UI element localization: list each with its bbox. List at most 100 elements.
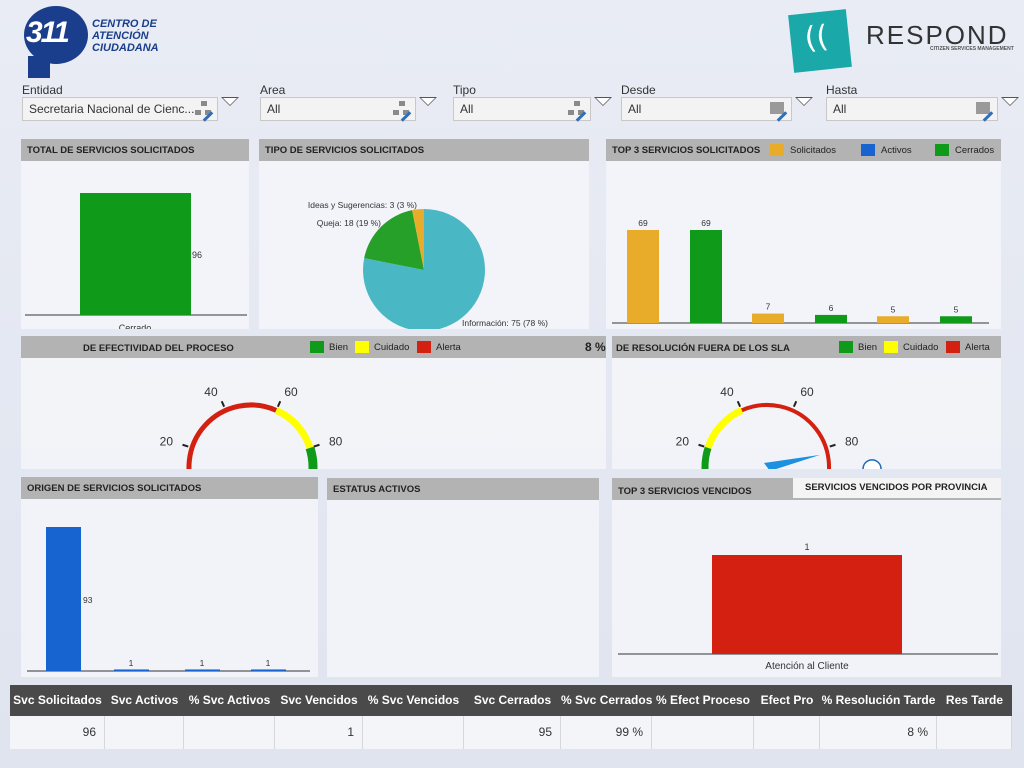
data-label: 5: [891, 304, 896, 314]
legend-cerrados: Cerrados: [955, 145, 995, 156]
data-label: 6: [829, 303, 834, 313]
gauge-tick: [182, 443, 189, 448]
legend-solicitados: Solicitados: [790, 145, 836, 156]
panel-top3-title: TOP 3 SERVICIOS SOLICITADOS: [612, 145, 761, 156]
filter-hasta-input[interactable]: All: [826, 97, 998, 121]
hierarchy-picker-icon[interactable]: [567, 100, 587, 122]
column-header[interactable]: Svc Cerrados: [473, 693, 552, 707]
gauge-band-bien: [701, 446, 717, 500]
filter-desde-input[interactable]: All: [621, 97, 792, 121]
legend-cuidado: Cuidado: [374, 342, 410, 353]
hierarchy-picker-icon[interactable]: [194, 100, 214, 122]
filter-label-3: Desde: [621, 83, 656, 97]
legend-bien: Bien: [329, 342, 349, 353]
summary-table: Svc Solicitados Svc Activos % Svc Activos S…: [10, 685, 1012, 749]
pie-slice-2: [412, 209, 424, 270]
logo-text-2: ATENCIÓN: [92, 30, 149, 42]
filter-label-2: Tipo: [453, 83, 476, 97]
brand-subtitle: CITIZEN SERVICES MANAGEMENT: [930, 46, 1014, 52]
column-header[interactable]: Svc Activos: [110, 693, 179, 707]
column-header[interactable]: Efect Pro: [760, 693, 814, 707]
gauge-tick: [698, 443, 705, 448]
table-cell: [754, 716, 820, 749]
legend-bien-2: Bien: [858, 342, 878, 353]
chevron-down-icon[interactable]: [795, 97, 813, 106]
legend-activos: Activos: [881, 145, 912, 156]
table-cell: 96: [10, 716, 105, 749]
data-label: 7: [766, 302, 771, 312]
gauge-tick-label: 80: [329, 435, 343, 449]
bar-solicitados-2: [877, 316, 909, 323]
column-header[interactable]: Res Tarde: [945, 693, 1004, 707]
column-header[interactable]: Svc Vencidos: [280, 693, 358, 707]
table-cell: [105, 716, 184, 749]
legend-swatch-alerta: [417, 341, 431, 353]
pie-label-queja: Queja: 18 (19 %): [317, 218, 381, 228]
column-header[interactable]: % Resolución Tarde: [821, 693, 936, 707]
bar-vencidos-0: [712, 555, 902, 654]
tipo-pie-chart: Información: 75 (78 %) Queja: 18 (19 %) Id…: [308, 200, 548, 331]
legend-swatch-activos: [861, 144, 875, 156]
table-cell: 95: [464, 716, 561, 749]
logo-grid-icon: [28, 56, 50, 78]
bar-solicitados-1: [752, 313, 784, 323]
gauge-needle: [764, 454, 821, 471]
chevron-down-icon[interactable]: [419, 97, 437, 106]
gauge-band-cuidado: [704, 407, 744, 450]
pie-slice-1: [364, 210, 424, 270]
data-label: 1: [804, 542, 809, 552]
legend-cuidado-2: Cuidado: [903, 342, 939, 353]
gauge-tick: [220, 400, 226, 408]
calendar-icon[interactable]: [768, 100, 788, 122]
filter-entidad-input[interactable]: Secretaria Nacional de Cienc...: [22, 97, 218, 121]
panel-estatus: ESTATUS ACTIVOS: [327, 478, 599, 677]
panel-estatus-title: ESTATUS ACTIVOS: [327, 478, 599, 500]
filter-label-0: Entidad: [22, 83, 63, 97]
column-header[interactable]: % Svc Activos: [188, 693, 271, 707]
tab-vencidos-provincia[interactable]: SERVICIOS VENCIDOS POR PROVINCIA: [793, 478, 1001, 498]
filter-area-input[interactable]: All: [260, 97, 416, 121]
filter-value: All: [267, 102, 281, 116]
legend-swatch-solicitados: [770, 144, 784, 156]
chevron-down-icon[interactable]: [1001, 97, 1019, 106]
data-label: 1: [129, 658, 134, 668]
bar-cerrados-2: [940, 316, 972, 323]
filter-tipo-input[interactable]: All: [453, 97, 591, 121]
panel-vencidos: TOP 3 SERVICIOS VENCIDOS SERVICIOS VENCI…: [612, 478, 1001, 677]
gauge-band-cuidado: [274, 407, 314, 450]
chevron-down-icon[interactable]: [221, 97, 239, 106]
gauge-tick: [276, 400, 282, 408]
legend-swatch-alerta-2: [946, 341, 960, 353]
logo-text-1: CENTRO DE: [92, 18, 157, 30]
gauge-tick-label: 60: [800, 385, 814, 399]
legend-alerta-2: Alerta: [965, 342, 990, 353]
chevron-down-icon[interactable]: [594, 97, 612, 106]
calendar-icon[interactable]: [974, 100, 994, 122]
bar-origen-2: [185, 669, 220, 671]
column-header[interactable]: Svc Solicitados: [13, 693, 102, 707]
filter-value: All: [460, 102, 474, 116]
top3-chart: 6969Información General76Atención al Cli…: [612, 218, 989, 339]
bar-solicitados-0: [627, 230, 659, 323]
table-row: 96 1 95 99 % 8 %: [10, 716, 1012, 749]
respond-logo-icon: ((: [788, 9, 852, 73]
table-cell: 8 %: [820, 716, 937, 749]
data-label: 1: [200, 658, 205, 668]
bar-origen-0: [46, 527, 81, 671]
column-header[interactable]: % Svc Cerrados: [561, 693, 653, 707]
gauge-tick-label: 20: [676, 435, 690, 449]
gauge-tick-label: 20: [160, 435, 174, 449]
filter-value: All: [628, 102, 642, 116]
resolucion-gauge: 020406080100: [676, 385, 882, 515]
logo-number: 311: [26, 16, 70, 49]
hierarchy-picker-icon[interactable]: [392, 100, 412, 122]
column-header[interactable]: % Svc Vencidos: [367, 693, 460, 707]
table-header: Svc Solicitados Svc Activos % Svc Activos S…: [10, 685, 1012, 716]
gauge-band-alerta: [186, 402, 278, 500]
panel-top3: TOP 3 SERVICIOS SOLICITADOS Solicitados …: [606, 139, 1001, 339]
filter-value: All: [833, 102, 847, 116]
table-cell: 1: [275, 716, 363, 749]
table-cell: [652, 716, 754, 749]
panel-resolucion-title: DE RESOLUCIÓN FUERA DE LOS SLA: [616, 343, 790, 354]
column-header[interactable]: % Efect Proceso: [655, 693, 751, 707]
